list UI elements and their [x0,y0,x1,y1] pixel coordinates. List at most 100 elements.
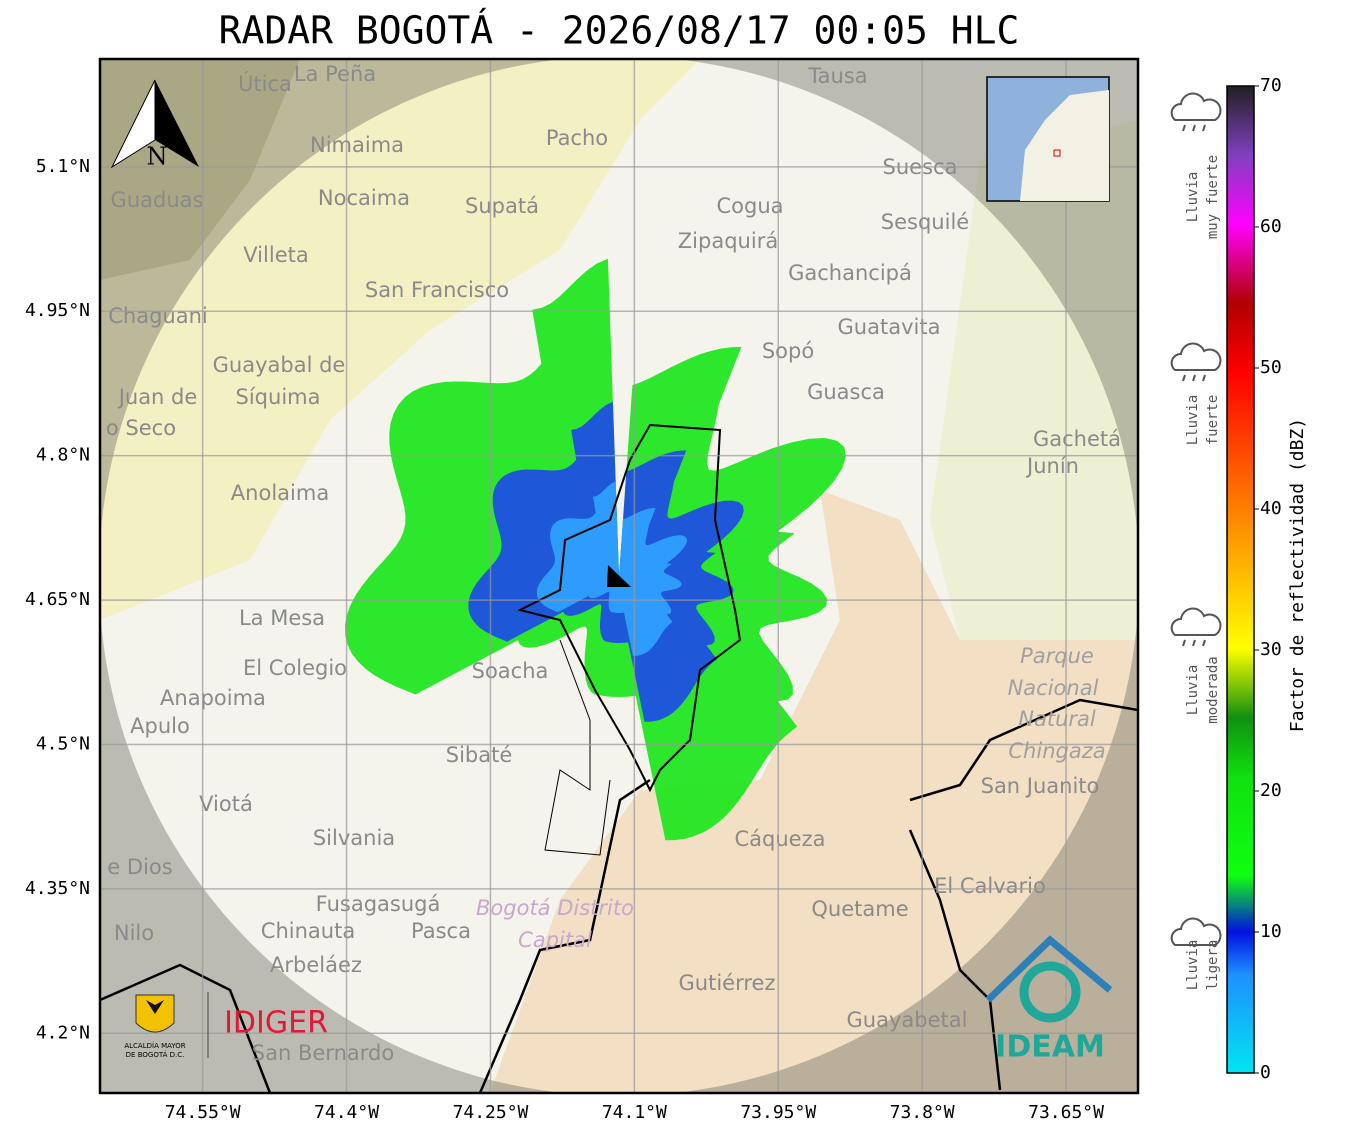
alcaldia-eagle [146,1000,164,1014]
place-label: Guasca [807,380,885,404]
alcaldia-text: ALCALDÍA MAYOR [124,1041,185,1050]
lon-tick-label: 73.8°W [890,1102,955,1123]
rain-category: fuerte [1205,395,1221,446]
place-label: El Colegio [243,656,347,680]
place-label: San Bernardo [252,1041,394,1065]
rain-category: moderada [1205,656,1221,723]
place-label: Juan de [117,385,198,409]
lat-tick-label: 4.5°N [36,733,90,754]
place-label: Chaguani [108,304,208,328]
rain-icon [1182,374,1206,382]
rain-category: Lluvia [1185,172,1201,223]
rain-icon [1182,639,1206,647]
rain-category: Lluvia [1185,940,1201,991]
colorbar-tick-label: 40 [1260,498,1282,519]
place-label: Nocaima [318,186,410,210]
place-label: Guatavita [838,315,941,339]
place-label: Sibaté [446,743,513,767]
ideam-roof [985,935,1113,1003]
radar-site [607,565,631,587]
place-label: Cogua [716,194,783,218]
place-label: Pacho [546,126,608,150]
place-label: Quetame [811,897,908,921]
alcaldia-text: DE BOGOTÁ D.C. [126,1050,185,1059]
place-label: Síquima [236,385,321,409]
basemap: Útica La Peña Tausa Pacho Nimaima Guaduas Noca… [100,59,1138,1093]
lowland [490,490,1138,1093]
colorbar-tick-label: 0 [1260,1062,1271,1083]
place-label: El Calvario [934,874,1046,898]
place-label: La Peña [294,62,376,86]
lat-tick-label: 4.2°N [36,1022,90,1043]
colorbar-tick-label: 70 [1260,75,1282,96]
place-label: Sopó [762,339,814,363]
place-label: Junín [1025,454,1079,478]
place-label: Anolaima [231,481,329,505]
lat-tick-label: 4.8°N [36,445,90,466]
place-label: Capital [518,928,592,952]
place-label: Tausa [807,64,867,88]
place-label: Gachancipá [788,261,912,285]
place-label: Soacha [472,659,549,683]
place-label: Gachetá [1033,427,1121,451]
highland [930,120,1138,640]
echo-area [536,481,688,656]
place-label: Apulo [130,714,190,738]
lon-tick-label: 74.25°W [453,1102,529,1123]
inset-box [1053,149,1061,157]
rain-category: Lluvia [1185,395,1201,446]
colorbar-tick-label: 30 [1260,639,1282,660]
place-label: Pasca [411,919,471,943]
place-label: Villeta [243,243,308,267]
rain-category: muy fuerte [1205,155,1221,239]
place-label: Gutiérrez [679,971,776,995]
place-label: Guayabetal [847,1008,968,1032]
place-label: Guaduas [111,188,204,212]
place-label: Viotá [199,792,253,816]
place-label: Chinauta [261,919,355,943]
place-label: e Dios [107,855,172,879]
place-label: Supatá [465,194,539,218]
title: RADAR BOGOTÁ - 2026/08/17 00:05 HLC [219,9,1020,53]
cloud-icon [1170,607,1222,636]
place-label: Bogotá Distrito [476,896,634,920]
highland [100,59,700,620]
place-label: o Seco [106,416,176,440]
colorbar [1226,85,1255,1074]
place-label: Fusagasugá [316,892,441,916]
ideam-swirl [1019,961,1081,1023]
colorbar-tick-label: 20 [1260,780,1282,801]
north-arrow [155,80,199,167]
place-label: San Francisco [365,278,509,302]
colorbar-tick-label: 60 [1260,216,1282,237]
place-label: Guayabal de [213,353,346,377]
lon-tick-label: 73.95°W [740,1102,816,1123]
rain-category: ligera [1205,940,1221,991]
lat-tick-label: 4.65°N [25,589,90,610]
place-label: Sesquilé [881,210,969,234]
rain-icon [1182,124,1206,132]
place-label: Cáqueza [735,827,826,851]
lon-tick-label: 73.65°W [1028,1102,1104,1123]
district-border [517,423,742,793]
cloud-icon [1170,917,1222,946]
lat-tick-label: 4.35°N [25,878,90,899]
place-label: Nimaima [310,133,404,157]
rain-category: Lluvia [1185,665,1201,716]
lon-tick-label: 74.55°W [165,1102,241,1123]
lon-tick-label: 74.1°W [602,1102,667,1123]
border [544,639,611,856]
idiger-logo: IDIGER [224,1006,328,1041]
colorbar-label: Factor de reflectividad (dBZ) [1287,418,1308,732]
place-label: Útica [238,71,292,96]
map-frame [98,57,1140,1095]
cloud-icon [1170,92,1222,121]
place-label: Arbeláez [270,953,362,977]
border [100,698,1138,1093]
ideam-logo: IDEAM [995,1030,1105,1065]
place-label: La Mesa [239,606,325,630]
lat-tick-label: 5.1°N [36,156,90,177]
grid [100,59,1138,1093]
